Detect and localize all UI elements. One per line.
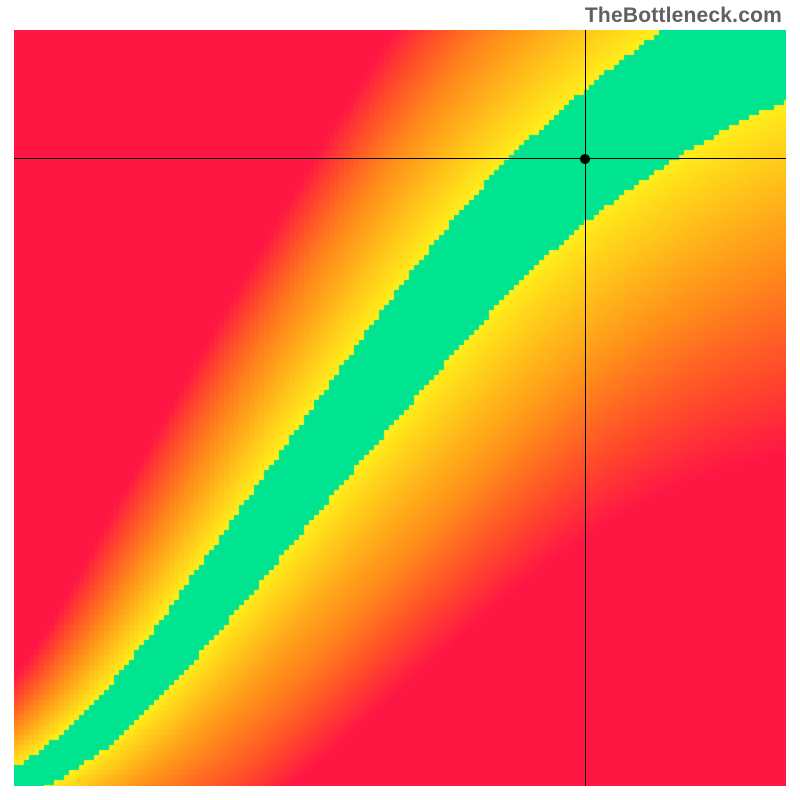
crosshair-vertical xyxy=(585,30,586,786)
crosshair-horizontal xyxy=(14,158,786,159)
watermark-text: TheBottleneck.com xyxy=(585,4,782,28)
selection-marker xyxy=(580,154,590,164)
bottleneck-heatmap xyxy=(14,30,786,786)
heatmap-canvas xyxy=(14,30,786,786)
